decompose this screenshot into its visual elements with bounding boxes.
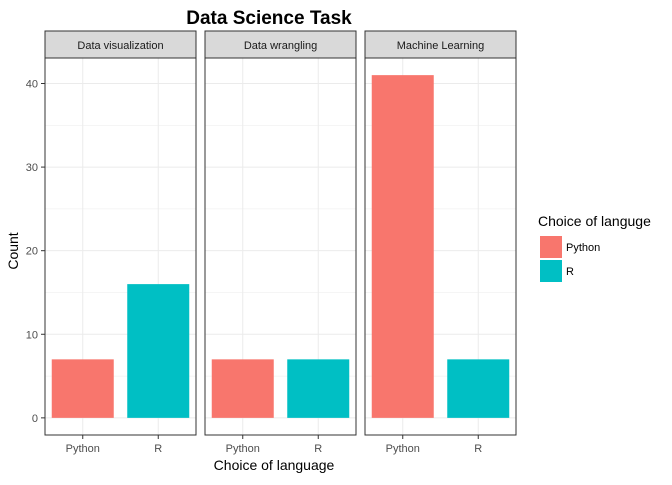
facet-strip-label: Data visualization [77,40,163,52]
bar-r [127,284,190,418]
legend-label-r: R [566,266,574,278]
x-axis-label: Choice of language [214,457,335,473]
bar-r [287,359,350,418]
y-tick-label: 40 [26,78,38,90]
y-axis-label: Count [5,232,21,269]
bar-r [447,359,510,418]
y-tick-label: 10 [26,329,38,341]
y-axis: 0 10 20 30 40 [26,78,45,425]
facet-strip-label: Data wrangling [244,40,317,52]
bar-python [51,359,114,418]
y-tick-label: 30 [26,162,38,174]
facet-panel: Machine Learning Python R [364,30,517,455]
x-tick-label: R [154,443,162,455]
x-tick-label: Python [66,443,100,455]
x-tick-label: Python [386,443,420,455]
legend: Choice of languge Python R [538,213,651,282]
legend-key-python [540,236,562,258]
facet-panels: Data visualization Python R Data wrangling P… [44,30,517,455]
legend-title: Choice of languge [538,213,651,229]
bar-python [371,75,434,418]
x-tick-label: R [314,443,322,455]
facet-strip [364,30,517,59]
facet-strip [44,30,197,59]
x-tick-label: Python [226,443,260,455]
bar-python [211,359,274,418]
facet-strip [204,30,357,59]
chart-title: Data Science Task [186,8,352,29]
facet-panel: Data wrangling Python R [204,30,357,455]
x-tick-label: R [474,443,482,455]
y-tick-label: 20 [26,246,38,258]
legend-key-r [540,260,562,282]
facet-panel: Data visualization Python R [44,30,197,455]
legend-label-python: Python [566,242,600,254]
y-tick-label: 0 [32,413,38,425]
facet-strip-label: Machine Learning [397,40,484,52]
